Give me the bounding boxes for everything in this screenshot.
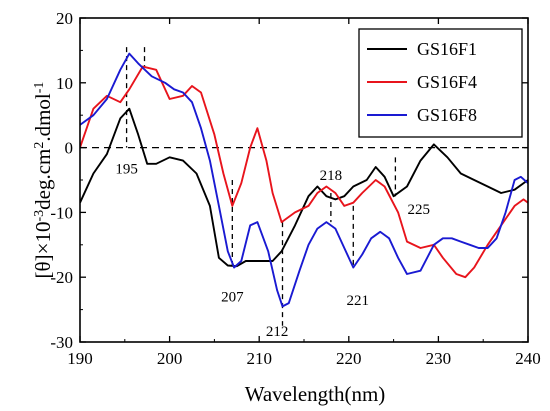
plot-area: 195 207 212 218 221 225 — [80, 47, 528, 340]
y-axis-title: [θ]×10-3deg.cm2.dmol-1 — [31, 82, 55, 279]
y-axis-title-part-0: [θ]×10 — [31, 222, 55, 279]
legend-label-gs16f1: GS16F1 — [417, 39, 477, 59]
annotation-label-212: 212 — [266, 324, 289, 340]
annotation-label-207: 207 — [221, 290, 244, 306]
x-tick-label-240: 240 — [515, 349, 541, 368]
annotation-label-225: 225 — [407, 202, 430, 218]
x-tick-label-210: 210 — [246, 349, 272, 368]
series-group — [80, 52, 528, 308]
y-tick-label-10: 10 — [56, 74, 73, 93]
legend-label-gs16f4: GS16F4 — [417, 72, 477, 92]
series-line-gs16f1 — [80, 107, 528, 268]
y-axis-title-part-1: -3 — [32, 210, 47, 222]
x-axis-title: Wavelength(nm) — [245, 382, 386, 406]
y-axis-title-part-4: .dmol — [31, 93, 55, 142]
x-tick-label-230: 230 — [426, 349, 452, 368]
annotation-label-221: 221 — [347, 293, 370, 309]
x-tick-label-200: 200 — [157, 349, 183, 368]
series-line-gs16f4 — [80, 65, 528, 279]
y-tick-label--20: -20 — [50, 268, 73, 287]
annotation-label-195: 195 — [115, 161, 138, 177]
y-tick-label--30: -30 — [50, 333, 73, 352]
series-line-gs16f8 — [80, 52, 528, 308]
y-axis-title-part-2: deg.cm — [31, 149, 55, 210]
y-tick-label-0: 0 — [65, 139, 74, 158]
legend-label-gs16f8: GS16F8 — [417, 105, 477, 125]
y-tick-label-20: 20 — [56, 9, 73, 28]
y-axis-title-part-3: 2 — [32, 142, 47, 149]
x-tick-label-190: 190 — [67, 349, 93, 368]
axes: 190 200 210 220 230 240 -30 -20 -10 0 10 20 — [50, 9, 540, 368]
annotation-label-218: 218 — [320, 168, 343, 184]
y-axis-title-part-5: -1 — [32, 82, 47, 94]
y-tick-label--10: -10 — [50, 203, 73, 222]
x-tick-label-220: 220 — [336, 349, 362, 368]
legend: GS16F1 GS16F4 GS16F8 — [358, 28, 523, 138]
